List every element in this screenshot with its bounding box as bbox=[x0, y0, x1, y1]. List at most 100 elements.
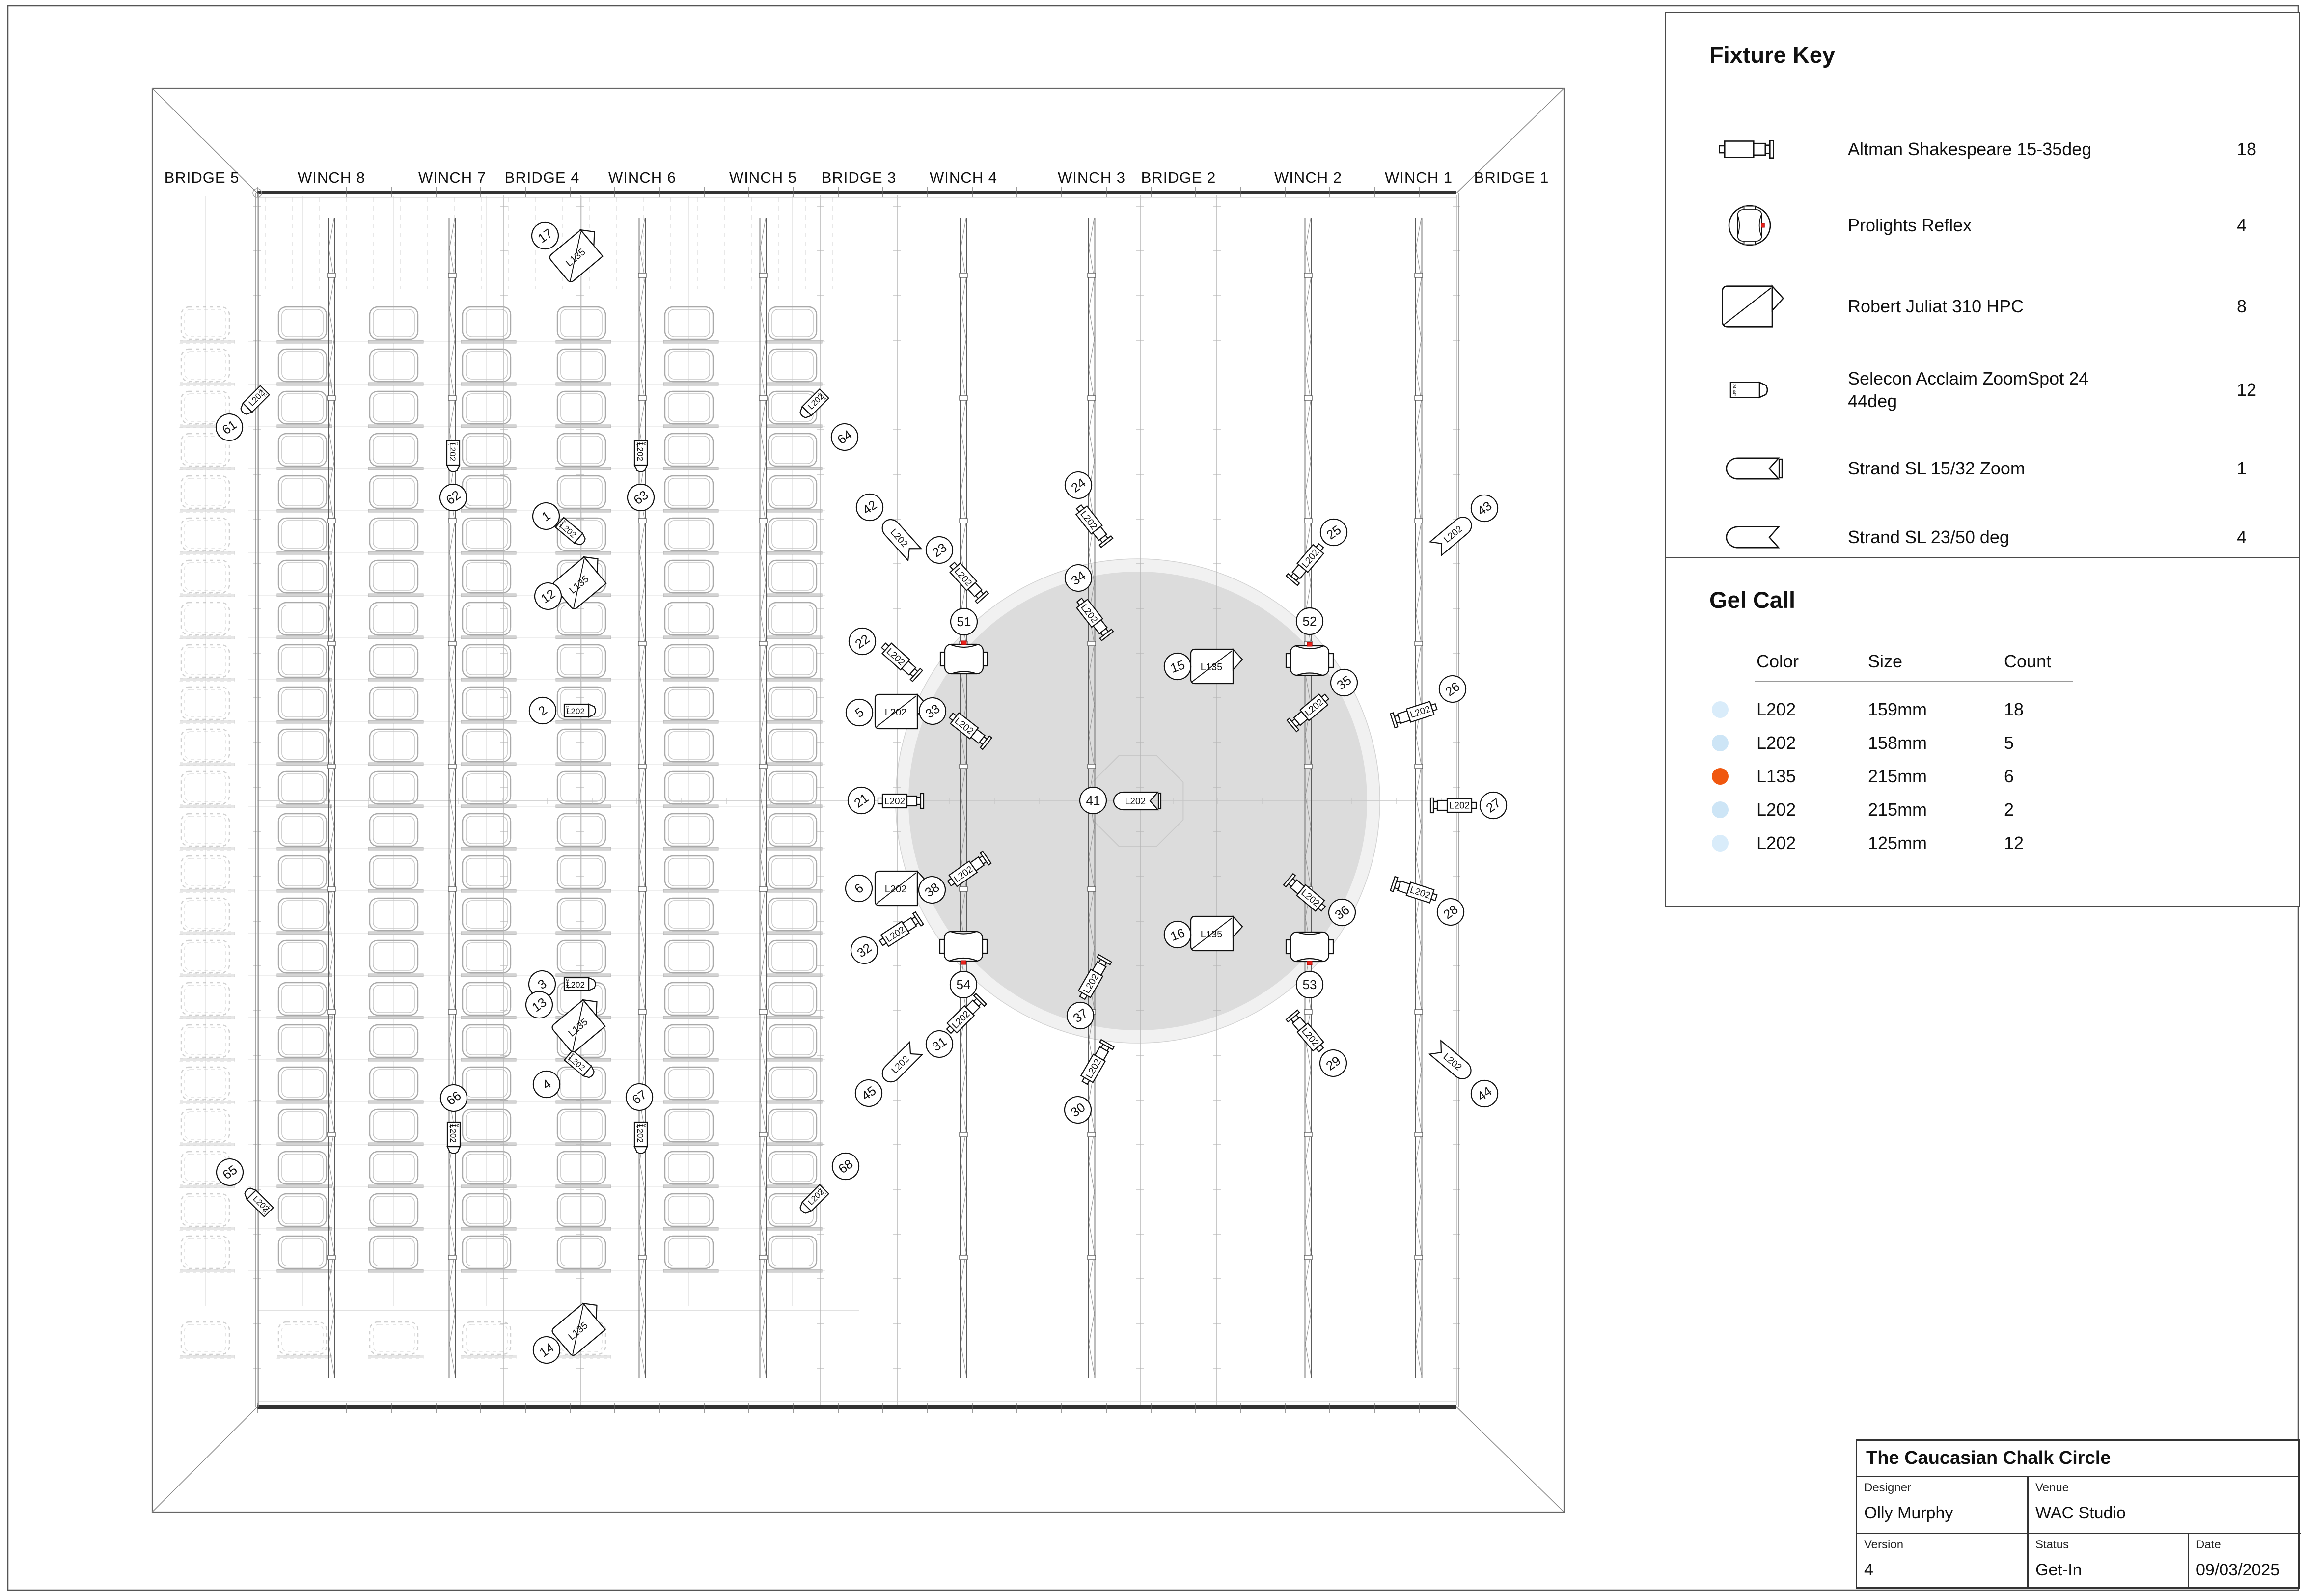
date-cell: Date 09/03/2025 bbox=[2189, 1534, 2301, 1589]
fixture-altman-unit-22: L202 bbox=[880, 642, 924, 683]
gel-color-swatch bbox=[1712, 835, 1729, 852]
unit-number-61: 61 bbox=[215, 413, 244, 441]
svg-text:24-44°: 24-44° bbox=[565, 706, 569, 716]
fixture-key-row: 24-44° Selecon Acclaim ZoomSpot 24 44deg 1… bbox=[1701, 366, 2275, 413]
fixture-juliat-unit-13: L135 bbox=[551, 999, 606, 1052]
venue-value: WAC Studio bbox=[2035, 1504, 2126, 1522]
svg-text:L135: L135 bbox=[1201, 929, 1223, 940]
gel-count: 18 bbox=[2004, 699, 2024, 719]
unit-number-53: 53 bbox=[1295, 970, 1324, 999]
fixture-name: Selecon Acclaim ZoomSpot 24 44deg bbox=[1848, 368, 2089, 411]
gel-code: L135 bbox=[1757, 766, 1796, 786]
fixture-altman-unit-38: L202 bbox=[947, 850, 992, 887]
unit-number-23: 23 bbox=[925, 536, 954, 564]
position-label: WINCH 6 bbox=[608, 169, 676, 186]
fixture-strand2350-unit-44: L202 bbox=[1428, 1039, 1472, 1079]
unit-number-36: 36 bbox=[1328, 898, 1356, 927]
room-corner-splay bbox=[1456, 1406, 1565, 1513]
unit-number-28: 28 bbox=[1436, 898, 1465, 926]
strand1532-fixture-icon bbox=[1701, 445, 1818, 492]
gel-col-size: Size bbox=[1868, 651, 1903, 671]
winch-truss bbox=[638, 217, 647, 1378]
unit-number-52: 52 bbox=[1295, 607, 1324, 635]
unit-number-33: 33 bbox=[918, 697, 947, 725]
date-value: 09/03/2025 bbox=[2196, 1561, 2280, 1579]
date-label: Date bbox=[2196, 1538, 2221, 1551]
gel-size: 125mm bbox=[1868, 833, 1927, 853]
unit-number-21: 21 bbox=[847, 786, 876, 815]
svg-text:24-44°: 24-44° bbox=[448, 1123, 459, 1127]
svg-text:24-44°: 24-44° bbox=[448, 441, 458, 445]
gel-size: 215mm bbox=[1868, 799, 1927, 820]
version-cell: Version 4 bbox=[1857, 1534, 2029, 1589]
gel-size: 159mm bbox=[1868, 699, 1927, 719]
bridge-line bbox=[500, 195, 508, 1405]
fixture-juliat-unit-14: L135 bbox=[551, 1302, 606, 1356]
gel-call-panel: Gel Call Color Size Count L202 159mm 18 L20… bbox=[1665, 557, 2300, 907]
winch-truss bbox=[1304, 217, 1313, 1378]
fixture-altman-unit-26: L202 bbox=[1389, 701, 1438, 729]
fixture-juliat-unit-15: L135 bbox=[1190, 648, 1243, 685]
fixture-strand1532-unit-41: L202 bbox=[1113, 791, 1162, 811]
bridge-line bbox=[253, 195, 261, 1405]
unit-number-68: 68 bbox=[831, 1152, 860, 1181]
strand2350-fixture-icon bbox=[1701, 514, 1818, 561]
unit-number-24: 24 bbox=[1064, 471, 1093, 499]
unit-number-45: 45 bbox=[854, 1079, 883, 1107]
altman-fixture-icon bbox=[1701, 126, 1818, 173]
unit-number-62: 62 bbox=[439, 483, 467, 512]
winch-truss bbox=[759, 217, 768, 1378]
gel-size: 215mm bbox=[1868, 766, 1927, 786]
fixture-name: Prolights Reflex bbox=[1848, 215, 1972, 235]
fixture-key-row: Strand SL 23/50 deg 4 bbox=[1701, 514, 2275, 561]
winch-truss bbox=[448, 217, 457, 1378]
svg-text:L135: L135 bbox=[1201, 662, 1223, 673]
fixture-count: 8 bbox=[2237, 296, 2247, 316]
svg-text:L202: L202 bbox=[448, 1124, 458, 1143]
position-label: WINCH 2 bbox=[1274, 169, 1342, 186]
unit-number-26: 26 bbox=[1438, 675, 1467, 703]
unit-number-5: 5 bbox=[845, 698, 874, 727]
juliat-fixture-icon bbox=[1701, 283, 1818, 330]
grid-bottom-bar bbox=[257, 1405, 1456, 1409]
bridge-line bbox=[1213, 195, 1221, 1405]
fixture-altman-unit-36: L202 bbox=[1283, 873, 1326, 912]
unit-number-15: 15 bbox=[1163, 652, 1192, 681]
fixture-prolights-unit-51 bbox=[939, 640, 988, 675]
fixture-key-title: Fixture Key bbox=[1709, 42, 1835, 68]
svg-text:L202: L202 bbox=[885, 884, 907, 895]
svg-text:L202: L202 bbox=[566, 980, 585, 990]
position-label: BRIDGE 4 bbox=[505, 169, 580, 186]
fixture-altman-unit-23: L202 bbox=[949, 561, 989, 605]
unit-number-1: 1 bbox=[532, 502, 560, 530]
venue-cell: Venue WAC Studio bbox=[2029, 1477, 2301, 1534]
unit-number-64: 64 bbox=[830, 423, 859, 451]
svg-text:L202: L202 bbox=[885, 707, 907, 718]
fixture-altman-unit-28: L202 bbox=[1389, 876, 1438, 904]
svg-text:24-44°: 24-44° bbox=[1732, 384, 1736, 396]
unit-number-51: 51 bbox=[950, 607, 978, 636]
svg-text:41: 41 bbox=[1086, 793, 1100, 808]
svg-text:L202: L202 bbox=[884, 797, 905, 807]
status-label: Status bbox=[2035, 1538, 2069, 1551]
seating-bank bbox=[179, 196, 859, 1359]
gel-call-title: Gel Call bbox=[1709, 587, 1796, 613]
selecon-fixture-icon: 24-44° bbox=[1701, 366, 1818, 413]
gel-color-swatch bbox=[1712, 801, 1729, 818]
unit-number-27: 27 bbox=[1479, 791, 1508, 820]
fixture-altman-unit-34: L202 bbox=[1075, 597, 1114, 642]
fixture-key-panel: Fixture Key Altman Shakespeare 15-35deg 1… bbox=[1665, 12, 2300, 558]
unit-number-67: 67 bbox=[625, 1083, 654, 1111]
fixture-key-row: Prolights Reflex 4 bbox=[1701, 202, 2275, 249]
position-label: WINCH 4 bbox=[930, 169, 997, 186]
position-label: WINCH 5 bbox=[729, 169, 797, 186]
gel-color-swatch bbox=[1712, 701, 1729, 718]
gel-code: L202 bbox=[1757, 733, 1796, 753]
winch-truss bbox=[327, 217, 336, 1378]
position-label: BRIDGE 2 bbox=[1141, 169, 1216, 186]
position-label: WINCH 7 bbox=[418, 169, 486, 186]
